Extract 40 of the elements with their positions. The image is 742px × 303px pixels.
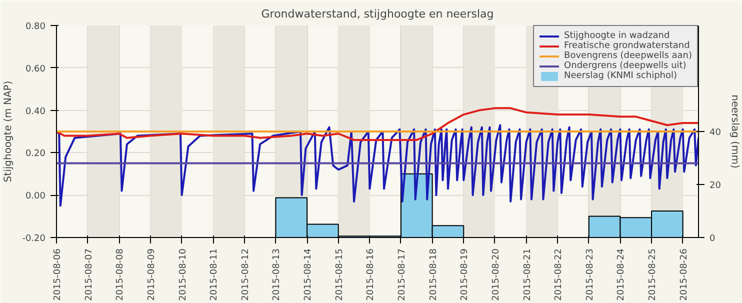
line-series bbox=[56, 124, 698, 207]
chart-title: Grondwaterstand, stijghoogte en neerslag bbox=[261, 8, 494, 20]
x-tick-label: 2015-08-18 bbox=[428, 248, 439, 301]
legend-label: Neerslag (KNMI schiphol) bbox=[564, 71, 678, 81]
y-tick-label: 0.40 bbox=[25, 106, 46, 117]
x-tick-label: 2015-08-26 bbox=[679, 248, 690, 301]
x-tick-label: 2015-08-13 bbox=[272, 248, 282, 301]
x-tick-label: 2015-08-25 bbox=[648, 248, 658, 301]
y-tick-label: -0.20 bbox=[22, 234, 46, 244]
legend-label: Stijghoogte in wadzand bbox=[564, 31, 670, 41]
x-tick-label: 2015-08-19 bbox=[460, 248, 470, 301]
y-tick-label: 0.20 bbox=[25, 149, 46, 160]
y-tick-label: 0.80 bbox=[25, 22, 46, 32]
y2-axis-title: neerslag (mm) bbox=[728, 94, 740, 168]
x-tick-label: 2015-08-20 bbox=[491, 248, 502, 301]
x-tick-label: 2015-08-22 bbox=[554, 248, 564, 301]
x-tick-label: 2015-08-23 bbox=[585, 248, 596, 301]
x-tick-label: 2015-08-17 bbox=[397, 248, 408, 301]
line-series bbox=[56, 107, 698, 141]
x-tick-label: 2015-08-06 bbox=[53, 248, 63, 301]
x-tick-label: 2015-08-21 bbox=[522, 248, 533, 301]
y-tick-label: 0.00 bbox=[25, 192, 46, 202]
x-tick-label: 2015-08-24 bbox=[616, 248, 627, 301]
legend-label: Freatische grondwaterstand bbox=[564, 41, 690, 51]
legend-label: Ondergrens (deepwells uit) bbox=[564, 61, 686, 71]
x-tick-label: 2015-08-07 bbox=[84, 248, 94, 301]
legend-label: Bovengrens (deepwells aan) bbox=[564, 51, 692, 61]
x-tick-label: 2015-08-08 bbox=[116, 248, 126, 301]
x-tick-label: 2015-08-14 bbox=[304, 248, 314, 301]
x-tick-label: 2015-08-10 bbox=[178, 248, 188, 301]
x-tick-label: 2015-08-11 bbox=[210, 248, 220, 301]
y2-tick-label: 0 bbox=[710, 234, 716, 244]
x-tick-label: 2015-08-09 bbox=[146, 248, 157, 301]
y-axis-title: Stijghoogte (m NAP) bbox=[3, 80, 14, 182]
x-tick-label: 2015-08-12 bbox=[240, 248, 251, 301]
y2-tick-label: 40 bbox=[710, 128, 722, 138]
y-tick-label: 0.60 bbox=[25, 64, 46, 74]
x-tick-label: 2015-08-16 bbox=[366, 248, 376, 301]
y2-tick-label: 20 bbox=[710, 181, 722, 191]
x-tick-label: 2015-08-15 bbox=[334, 248, 345, 301]
